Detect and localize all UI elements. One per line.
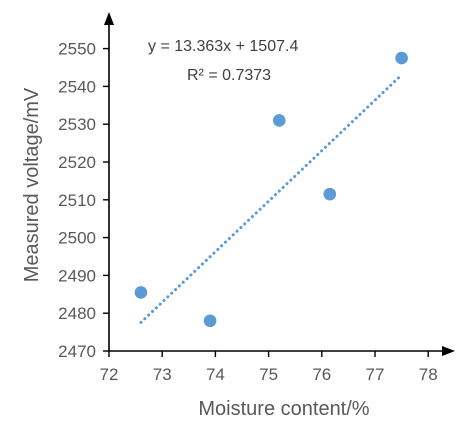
x-tick-label: 74	[206, 365, 225, 384]
y-axis-arrow	[104, 12, 114, 25]
y-tick-label: 2470	[58, 342, 96, 361]
y-tick-label: 2540	[58, 77, 96, 96]
y-tick-label: 2490	[58, 266, 96, 285]
x-tick-label: 75	[259, 365, 278, 384]
data-point	[323, 187, 337, 201]
trendline	[139, 73, 404, 324]
trendline-equation: y = 13.363x + 1507.4	[148, 38, 298, 55]
data-point	[134, 286, 148, 299]
x-axis-title: Moisture content/%	[198, 398, 369, 420]
y-tick-label: 2520	[58, 153, 96, 172]
y-ticks-group: 2470 2480 2490 2500 2510 2520 2530 2540 2550	[58, 40, 109, 361]
data-point	[272, 114, 286, 127]
x-tick-label: 77	[366, 365, 385, 384]
x-ticks-group: 72 73 74 75 76 77 78	[100, 351, 438, 384]
x-axis-arrow	[442, 346, 455, 356]
y-tick-label: 2550	[58, 40, 96, 59]
x-tick-label: 76	[312, 365, 331, 384]
trendline-group	[139, 73, 404, 324]
x-tick-label: 73	[153, 365, 172, 384]
points-group	[134, 51, 408, 328]
data-point	[395, 51, 408, 65]
y-tick-label: 2510	[58, 191, 96, 210]
axes-group	[104, 12, 455, 356]
r-squared-label: R² = 0.7373	[187, 67, 271, 84]
y-tick-label: 2500	[58, 229, 96, 248]
data-point	[203, 314, 217, 328]
y-tick-label: 2530	[58, 115, 96, 134]
y-tick-label: 2480	[58, 304, 96, 323]
x-tick-label: 78	[419, 365, 438, 384]
x-tick-label: 72	[100, 365, 119, 384]
y-axis-title: Measured voltage/mV	[21, 87, 43, 282]
